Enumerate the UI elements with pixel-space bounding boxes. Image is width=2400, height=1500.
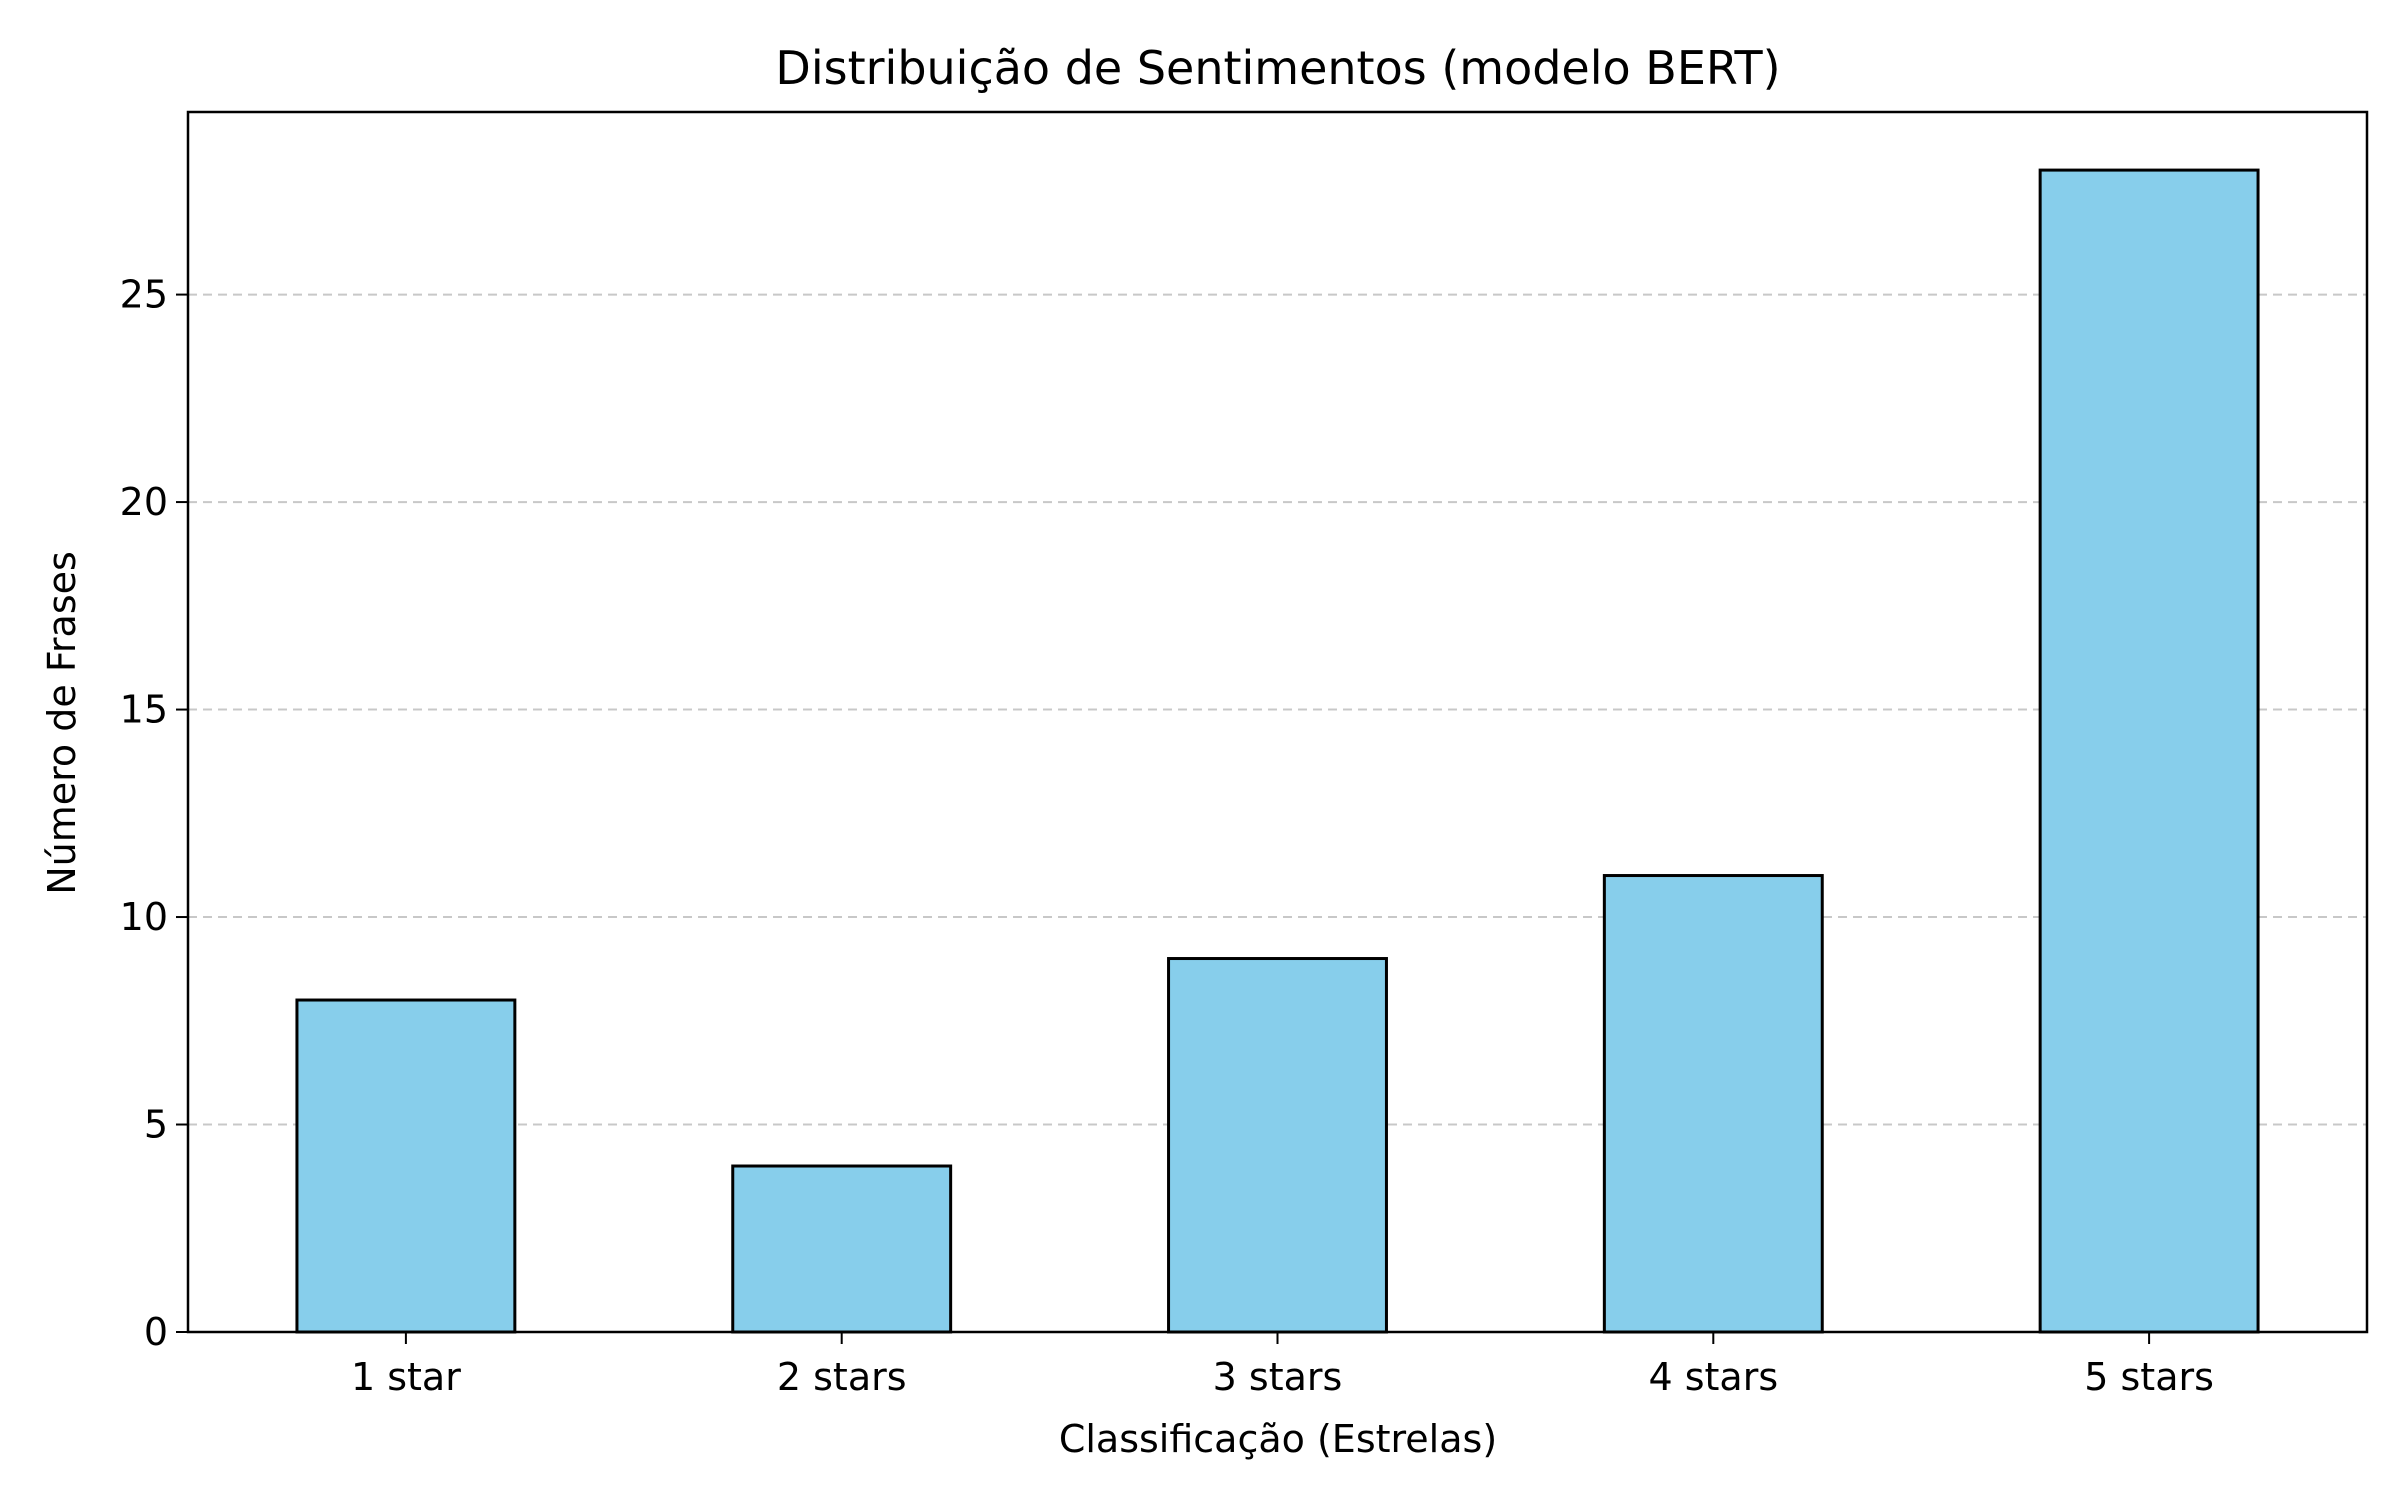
y-tick-label: 15 <box>120 688 168 732</box>
x-tick-label: 2 stars <box>777 1355 907 1399</box>
bar-2 <box>731 1164 953 1334</box>
x-tick-label: 1 star <box>351 1355 461 1399</box>
gridlines <box>188 293 2367 1126</box>
y-tick-label: 0 <box>144 1310 168 1354</box>
y-tick-label: 5 <box>144 1103 168 1147</box>
y-axis-label: Número de Frases <box>40 551 84 895</box>
y-axis-ticks: 0 5 10 15 20 25 <box>120 273 188 1354</box>
bars <box>295 168 2260 1334</box>
chart-title: Distribuição de Sentimentos (modelo BERT… <box>775 41 1780 95</box>
bar-4 <box>1602 874 1824 1334</box>
x-tick-label: 4 stars <box>1648 1355 1778 1399</box>
bar-5 <box>2038 168 2260 1334</box>
x-axis-ticks: 1 star 2 stars 3 stars 4 stars 5 stars <box>351 1332 2214 1399</box>
y-tick-label: 10 <box>120 895 168 939</box>
bar-3 <box>1167 957 1388 1334</box>
x-tick-label: 5 stars <box>2084 1355 2214 1399</box>
x-axis-label: Classificação (Estrelas) <box>1059 1417 1497 1461</box>
y-tick-label: 25 <box>120 273 168 317</box>
y-tick-label: 20 <box>120 480 168 524</box>
x-tick-label: 3 stars <box>1213 1355 1343 1399</box>
bar-1 <box>295 998 517 1334</box>
